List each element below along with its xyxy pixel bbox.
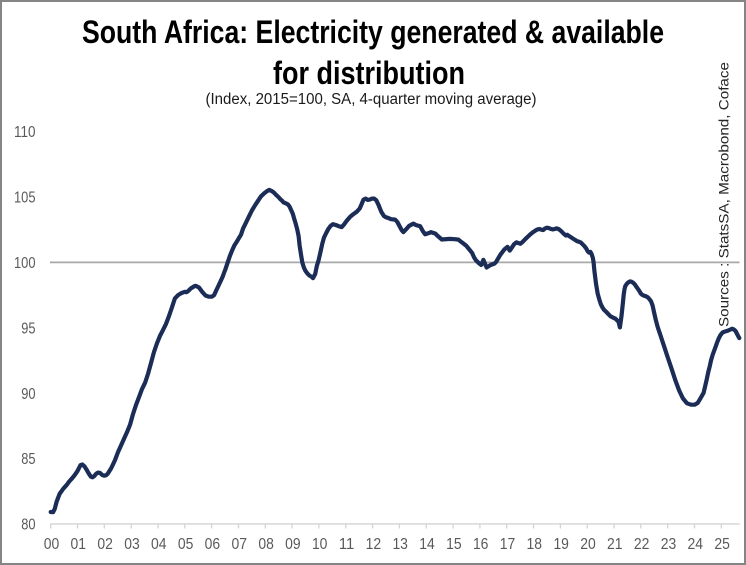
svg-text:80: 80 xyxy=(21,517,36,534)
svg-text:21: 21 xyxy=(607,536,623,553)
svg-text:95: 95 xyxy=(21,320,35,337)
svg-text:07: 07 xyxy=(232,536,248,553)
svg-text:South Africa: Electricity gene: South Africa: Electricity generated & av… xyxy=(82,14,664,50)
svg-text:17: 17 xyxy=(500,536,516,553)
svg-text:05: 05 xyxy=(178,536,194,553)
svg-text:23: 23 xyxy=(661,536,677,553)
svg-text:13: 13 xyxy=(392,536,408,553)
svg-text:04: 04 xyxy=(151,536,167,553)
svg-text:90: 90 xyxy=(21,386,36,403)
svg-text:110: 110 xyxy=(14,124,36,141)
svg-text:Sources : StatsSA, Macrobond,: Sources : StatsSA, Macrobond, Coface xyxy=(716,62,731,327)
svg-text:for distribution: for distribution xyxy=(273,55,465,91)
svg-text:(Index, 2015=100, SA, 4-quarte: (Index, 2015=100, SA, 4-quarter moving a… xyxy=(206,91,537,108)
svg-text:12: 12 xyxy=(366,536,382,553)
svg-text:09: 09 xyxy=(285,536,301,553)
svg-text:100: 100 xyxy=(14,255,36,272)
svg-text:06: 06 xyxy=(205,536,221,553)
svg-text:16: 16 xyxy=(473,536,489,553)
svg-text:19: 19 xyxy=(553,536,569,553)
svg-text:20: 20 xyxy=(580,536,596,553)
svg-text:25: 25 xyxy=(714,536,730,553)
svg-text:02: 02 xyxy=(97,536,113,553)
svg-text:24: 24 xyxy=(688,536,704,553)
svg-text:105: 105 xyxy=(14,190,36,207)
svg-text:85: 85 xyxy=(21,451,35,468)
svg-text:15: 15 xyxy=(446,536,462,553)
svg-text:10: 10 xyxy=(312,536,328,553)
svg-text:14: 14 xyxy=(419,536,435,553)
svg-text:03: 03 xyxy=(124,536,140,553)
svg-text:00: 00 xyxy=(44,536,60,553)
svg-text:11: 11 xyxy=(339,536,355,553)
svg-text:22: 22 xyxy=(634,536,650,553)
svg-text:08: 08 xyxy=(258,536,274,553)
svg-text:18: 18 xyxy=(527,536,543,553)
svg-text:01: 01 xyxy=(71,536,87,553)
